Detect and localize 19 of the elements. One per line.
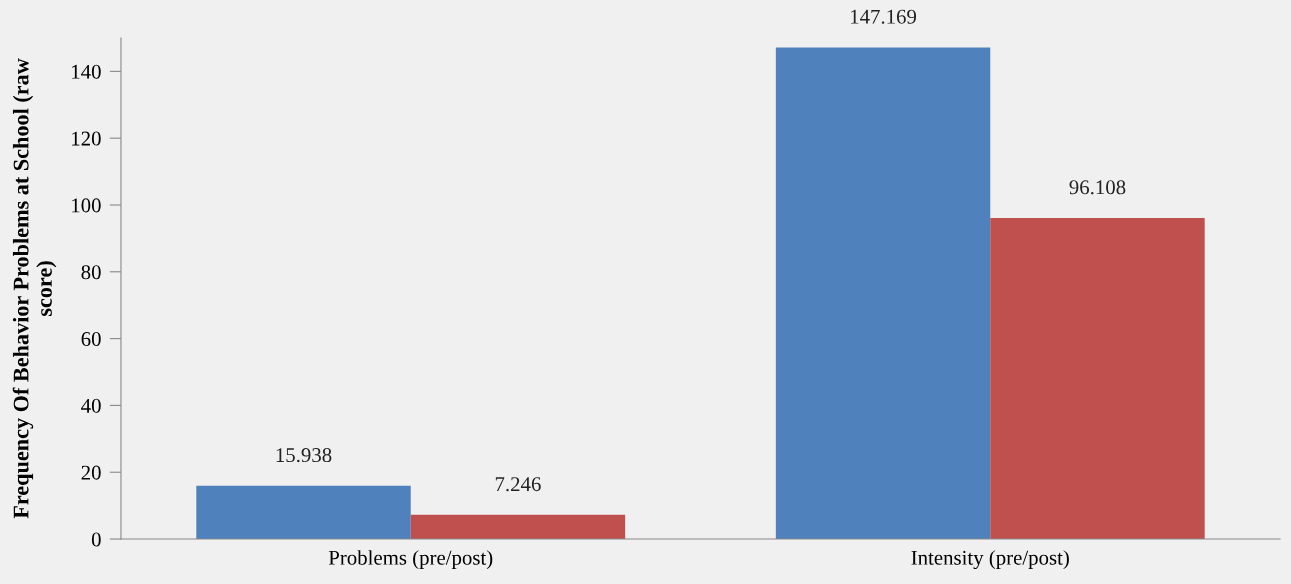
y-tick-label: 40	[81, 398, 101, 413]
data-label: 15.938	[276, 448, 332, 463]
x-tick-label: Problems (pre/post)	[328, 550, 493, 570]
y-tick-label: 120	[72, 131, 101, 146]
bar	[196, 485, 411, 540]
x-tick-label: Intensity (pre/post)	[911, 550, 1069, 570]
y-tick-label: 0	[91, 532, 101, 547]
y-tick-label: 100	[72, 198, 101, 213]
bar	[775, 47, 991, 540]
y-tick-label: 20	[81, 465, 101, 480]
data-label: 96.108	[1069, 180, 1126, 195]
y-tick-label: 80	[81, 265, 101, 280]
data-label: 7.246	[495, 477, 541, 492]
y-tick-label: 60	[81, 331, 101, 347]
y-axis-title: Frequency Of Behavior Problems at School (raw score)	[12, 58, 57, 519]
y-tick-label: 140	[72, 64, 101, 79]
bar	[990, 217, 1205, 540]
bar	[410, 514, 626, 540]
data-label: 147.169	[851, 9, 917, 24]
